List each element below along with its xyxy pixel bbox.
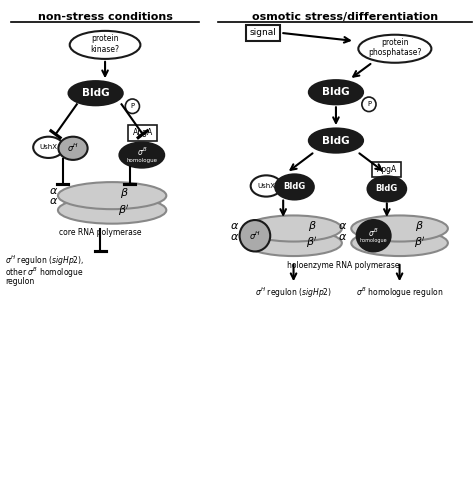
Text: other $\sigma^B$ homologue: other $\sigma^B$ homologue (5, 265, 84, 279)
Text: $\beta$: $\beta$ (308, 219, 317, 233)
Text: $\sigma^B$ homologue regulon: $\sigma^B$ homologue regulon (356, 285, 443, 300)
Text: $\beta'$: $\beta'$ (306, 236, 319, 250)
Text: osmotic stress/differentiation: osmotic stress/differentiation (252, 12, 438, 22)
Ellipse shape (251, 175, 282, 197)
Ellipse shape (351, 230, 448, 256)
Text: $\sigma^H$ regulon ($\it{sigHp2}$),: $\sigma^H$ regulon ($\it{sigHp2}$), (5, 253, 84, 268)
Text: $\alpha$: $\alpha$ (338, 221, 347, 231)
Ellipse shape (58, 137, 88, 160)
Ellipse shape (69, 81, 123, 105)
Ellipse shape (309, 80, 363, 104)
Text: homologue: homologue (126, 158, 157, 163)
Text: $\beta'$: $\beta'$ (118, 203, 130, 218)
Ellipse shape (33, 137, 64, 158)
Text: holoenzyme RNA polymerase: holoenzyme RNA polymerase (287, 261, 399, 270)
Text: $\alpha$: $\alpha$ (230, 221, 239, 231)
Text: $\sigma^B$: $\sigma^B$ (137, 146, 147, 158)
Text: BldG: BldG (322, 87, 350, 97)
Text: $\alpha$: $\alpha$ (230, 232, 239, 242)
Ellipse shape (125, 99, 139, 114)
FancyBboxPatch shape (372, 162, 401, 177)
FancyBboxPatch shape (128, 125, 157, 140)
Ellipse shape (357, 220, 391, 251)
Ellipse shape (58, 197, 166, 224)
Text: non-stress conditions: non-stress conditions (37, 12, 173, 22)
Text: ApgA: ApgA (377, 165, 397, 174)
Ellipse shape (119, 142, 164, 168)
Ellipse shape (362, 97, 376, 112)
Ellipse shape (245, 230, 342, 256)
Text: BldG: BldG (322, 136, 350, 145)
Text: P: P (367, 101, 371, 107)
Text: UshX: UshX (257, 183, 275, 189)
Text: $\alpha$: $\alpha$ (49, 196, 58, 206)
Text: core RNA polymerase: core RNA polymerase (59, 227, 142, 237)
Text: UshX: UshX (39, 144, 57, 150)
Text: regulon: regulon (5, 277, 35, 286)
Ellipse shape (367, 176, 406, 201)
Ellipse shape (58, 182, 166, 209)
Ellipse shape (245, 215, 342, 242)
Text: P: P (130, 103, 135, 109)
Text: ApgA: ApgA (133, 128, 153, 138)
FancyBboxPatch shape (246, 25, 280, 41)
Text: $\sigma^H$: $\sigma^H$ (67, 142, 79, 155)
Ellipse shape (351, 215, 448, 242)
Text: protein
kinase?: protein kinase? (91, 34, 119, 53)
Text: protein
phosphatase?: protein phosphatase? (368, 38, 421, 57)
Text: $\beta$: $\beta$ (119, 186, 128, 200)
Text: $\sigma^B$: $\sigma^B$ (368, 226, 379, 239)
Text: $\alpha$: $\alpha$ (338, 232, 347, 242)
Text: $\sigma^H$ regulon ($\it{sigHp2}$): $\sigma^H$ regulon ($\it{sigHp2}$) (255, 285, 332, 300)
Text: BldG: BldG (283, 182, 306, 191)
Text: $\alpha$: $\alpha$ (49, 186, 58, 196)
Text: BldG: BldG (376, 184, 398, 193)
Text: BldG: BldG (82, 88, 109, 98)
Ellipse shape (239, 220, 270, 251)
Text: signal: signal (249, 28, 276, 37)
Text: $\beta'$: $\beta'$ (414, 236, 426, 250)
Ellipse shape (358, 35, 431, 63)
Text: $\sigma^H$: $\sigma^H$ (249, 229, 261, 242)
Text: $\beta$: $\beta$ (415, 219, 424, 233)
Ellipse shape (70, 31, 140, 59)
Ellipse shape (275, 174, 314, 200)
Text: homologue: homologue (360, 238, 387, 243)
Ellipse shape (309, 128, 363, 153)
